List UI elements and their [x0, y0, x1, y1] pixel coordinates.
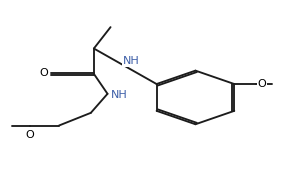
Text: O: O [258, 79, 267, 89]
Text: NH: NH [111, 90, 128, 100]
Text: O: O [26, 130, 35, 140]
Text: NH: NH [123, 56, 140, 66]
Text: O: O [40, 68, 48, 78]
